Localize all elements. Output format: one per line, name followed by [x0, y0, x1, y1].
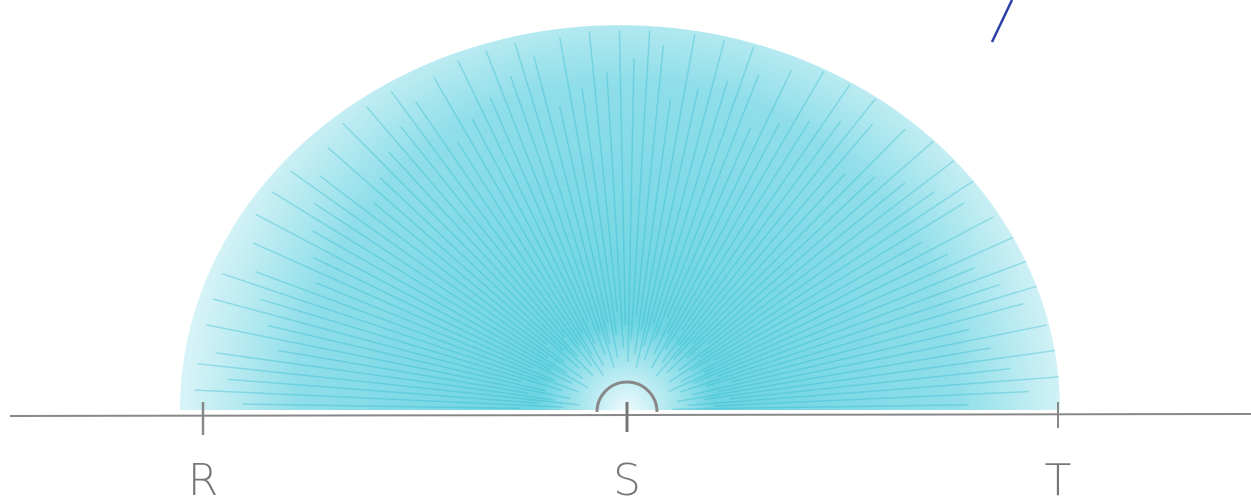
- shading-stroke: [679, 283, 1000, 393]
- shading-stroke: [661, 121, 842, 364]
- shading-stroke: [215, 352, 554, 401]
- shading-stroke: [634, 99, 672, 354]
- shading-stroke: [652, 80, 729, 325]
- shading-stroke: [379, 176, 564, 351]
- shading-stroke: [672, 404, 969, 411]
- shading-stroke: [640, 34, 696, 332]
- shading-stroke: [666, 176, 876, 374]
- shading-stroke: [655, 123, 874, 377]
- shading-stroke: [489, 96, 589, 322]
- shading-strokes: [194, 30, 1059, 411]
- shading-stroke: [678, 160, 955, 372]
- shading-stroke: [668, 236, 1014, 393]
- shading-stroke: [707, 182, 906, 345]
- shading-stroke: [650, 71, 825, 369]
- shading-stroke: [242, 403, 522, 410]
- shading-stroke: [692, 128, 906, 345]
- shading-stroke: [471, 118, 605, 366]
- shading-stroke: [390, 90, 580, 346]
- shading-stroke: [319, 175, 565, 363]
- shading-stroke: [212, 298, 522, 383]
- shaded-half-disc: [180, 25, 1060, 410]
- shading-stroke: [312, 230, 589, 389]
- shading-stroke: [680, 216, 994, 383]
- shading-stroke: [312, 256, 573, 385]
- shading-stroke: [194, 389, 564, 408]
- shading-stroke: [705, 285, 1037, 387]
- shading-stroke: [665, 120, 811, 350]
- shading-stroke: [686, 140, 934, 359]
- pen-stroke: [990, 0, 1014, 43]
- shading-stroke: [314, 202, 549, 359]
- shading-stroke: [729, 367, 1011, 400]
- shading-stroke: [666, 127, 752, 319]
- shading-stroke: [714, 241, 922, 361]
- shading-stroke: [277, 349, 529, 394]
- shading-stroke: [691, 328, 970, 396]
- shading-stroke: [260, 298, 563, 392]
- shading-stroke: [653, 70, 793, 355]
- shading-stroke: [668, 180, 974, 383]
- shading-stroke: [643, 39, 726, 346]
- point-label: S: [613, 455, 641, 504]
- shading-stroke: [688, 376, 1059, 407]
- shading-stroke: [581, 88, 618, 335]
- shading-stroke: [692, 267, 975, 384]
- point-label: T: [1045, 455, 1072, 504]
- shading-stroke: [635, 45, 665, 317]
- shading-stroke: [558, 105, 609, 322]
- shading-stroke: [342, 122, 594, 377]
- point-label: R: [188, 455, 219, 504]
- shading-stroke: [514, 42, 615, 368]
- shading-stroke: [267, 324, 546, 392]
- shading-stroke: [678, 98, 877, 346]
- shading-stroke: [618, 30, 627, 326]
- shading-stroke: [731, 302, 1025, 383]
- shading-stroke: [635, 88, 699, 368]
- shading-stroke: [327, 147, 580, 369]
- shading-stroke: [588, 31, 618, 312]
- shading-stroke: [606, 72, 625, 349]
- shading-stroke: [457, 59, 596, 345]
- shading-stroke: [680, 83, 851, 331]
- shading-stroke: [509, 76, 601, 333]
- shading-stroke: [271, 191, 568, 374]
- shading-stroke: [704, 253, 949, 373]
- shading-stroke: [559, 37, 619, 358]
- angle-arc: [595, 380, 659, 413]
- shading-stroke: [415, 100, 605, 377]
- shading-stroke: [673, 172, 847, 360]
- shading-stroke: [533, 56, 611, 345]
- shading-stroke: [717, 324, 1048, 393]
- shading-stroke: [630, 30, 651, 340]
- shading-stroke: [205, 324, 571, 400]
- shading-stroke: [196, 362, 580, 406]
- shading-stroke: [252, 242, 534, 369]
- shading-stroke: [714, 390, 1029, 407]
- shading-stroke: [677, 347, 991, 403]
- shading-stroke: [666, 123, 780, 335]
- shading-stroke: [315, 282, 556, 382]
- shading-stroke: [485, 50, 607, 356]
- shading-stroke: [222, 273, 539, 381]
- shading-stroke: [400, 126, 593, 367]
- shading-stroke: [643, 46, 755, 361]
- shading-stroke: [255, 213, 552, 371]
- shading-stroke: [700, 191, 935, 359]
- shading-stroke: [373, 202, 548, 346]
- shading-stroke: [718, 260, 1027, 377]
- shading-stroke: [627, 58, 635, 363]
- shading-stroke: [388, 151, 579, 358]
- shading-stroke: [456, 141, 593, 356]
- shading-stroke: [432, 76, 584, 334]
- shading-stroke: [654, 74, 760, 340]
- shading-stroke: [703, 349, 1055, 401]
- shading-stroke: [255, 270, 579, 393]
- shading-stroke: [365, 106, 566, 338]
- shading-stroke: [691, 202, 965, 372]
- base-line: [9, 413, 1251, 417]
- shading-stroke: [228, 378, 538, 404]
- shading-stroke: [289, 170, 584, 380]
